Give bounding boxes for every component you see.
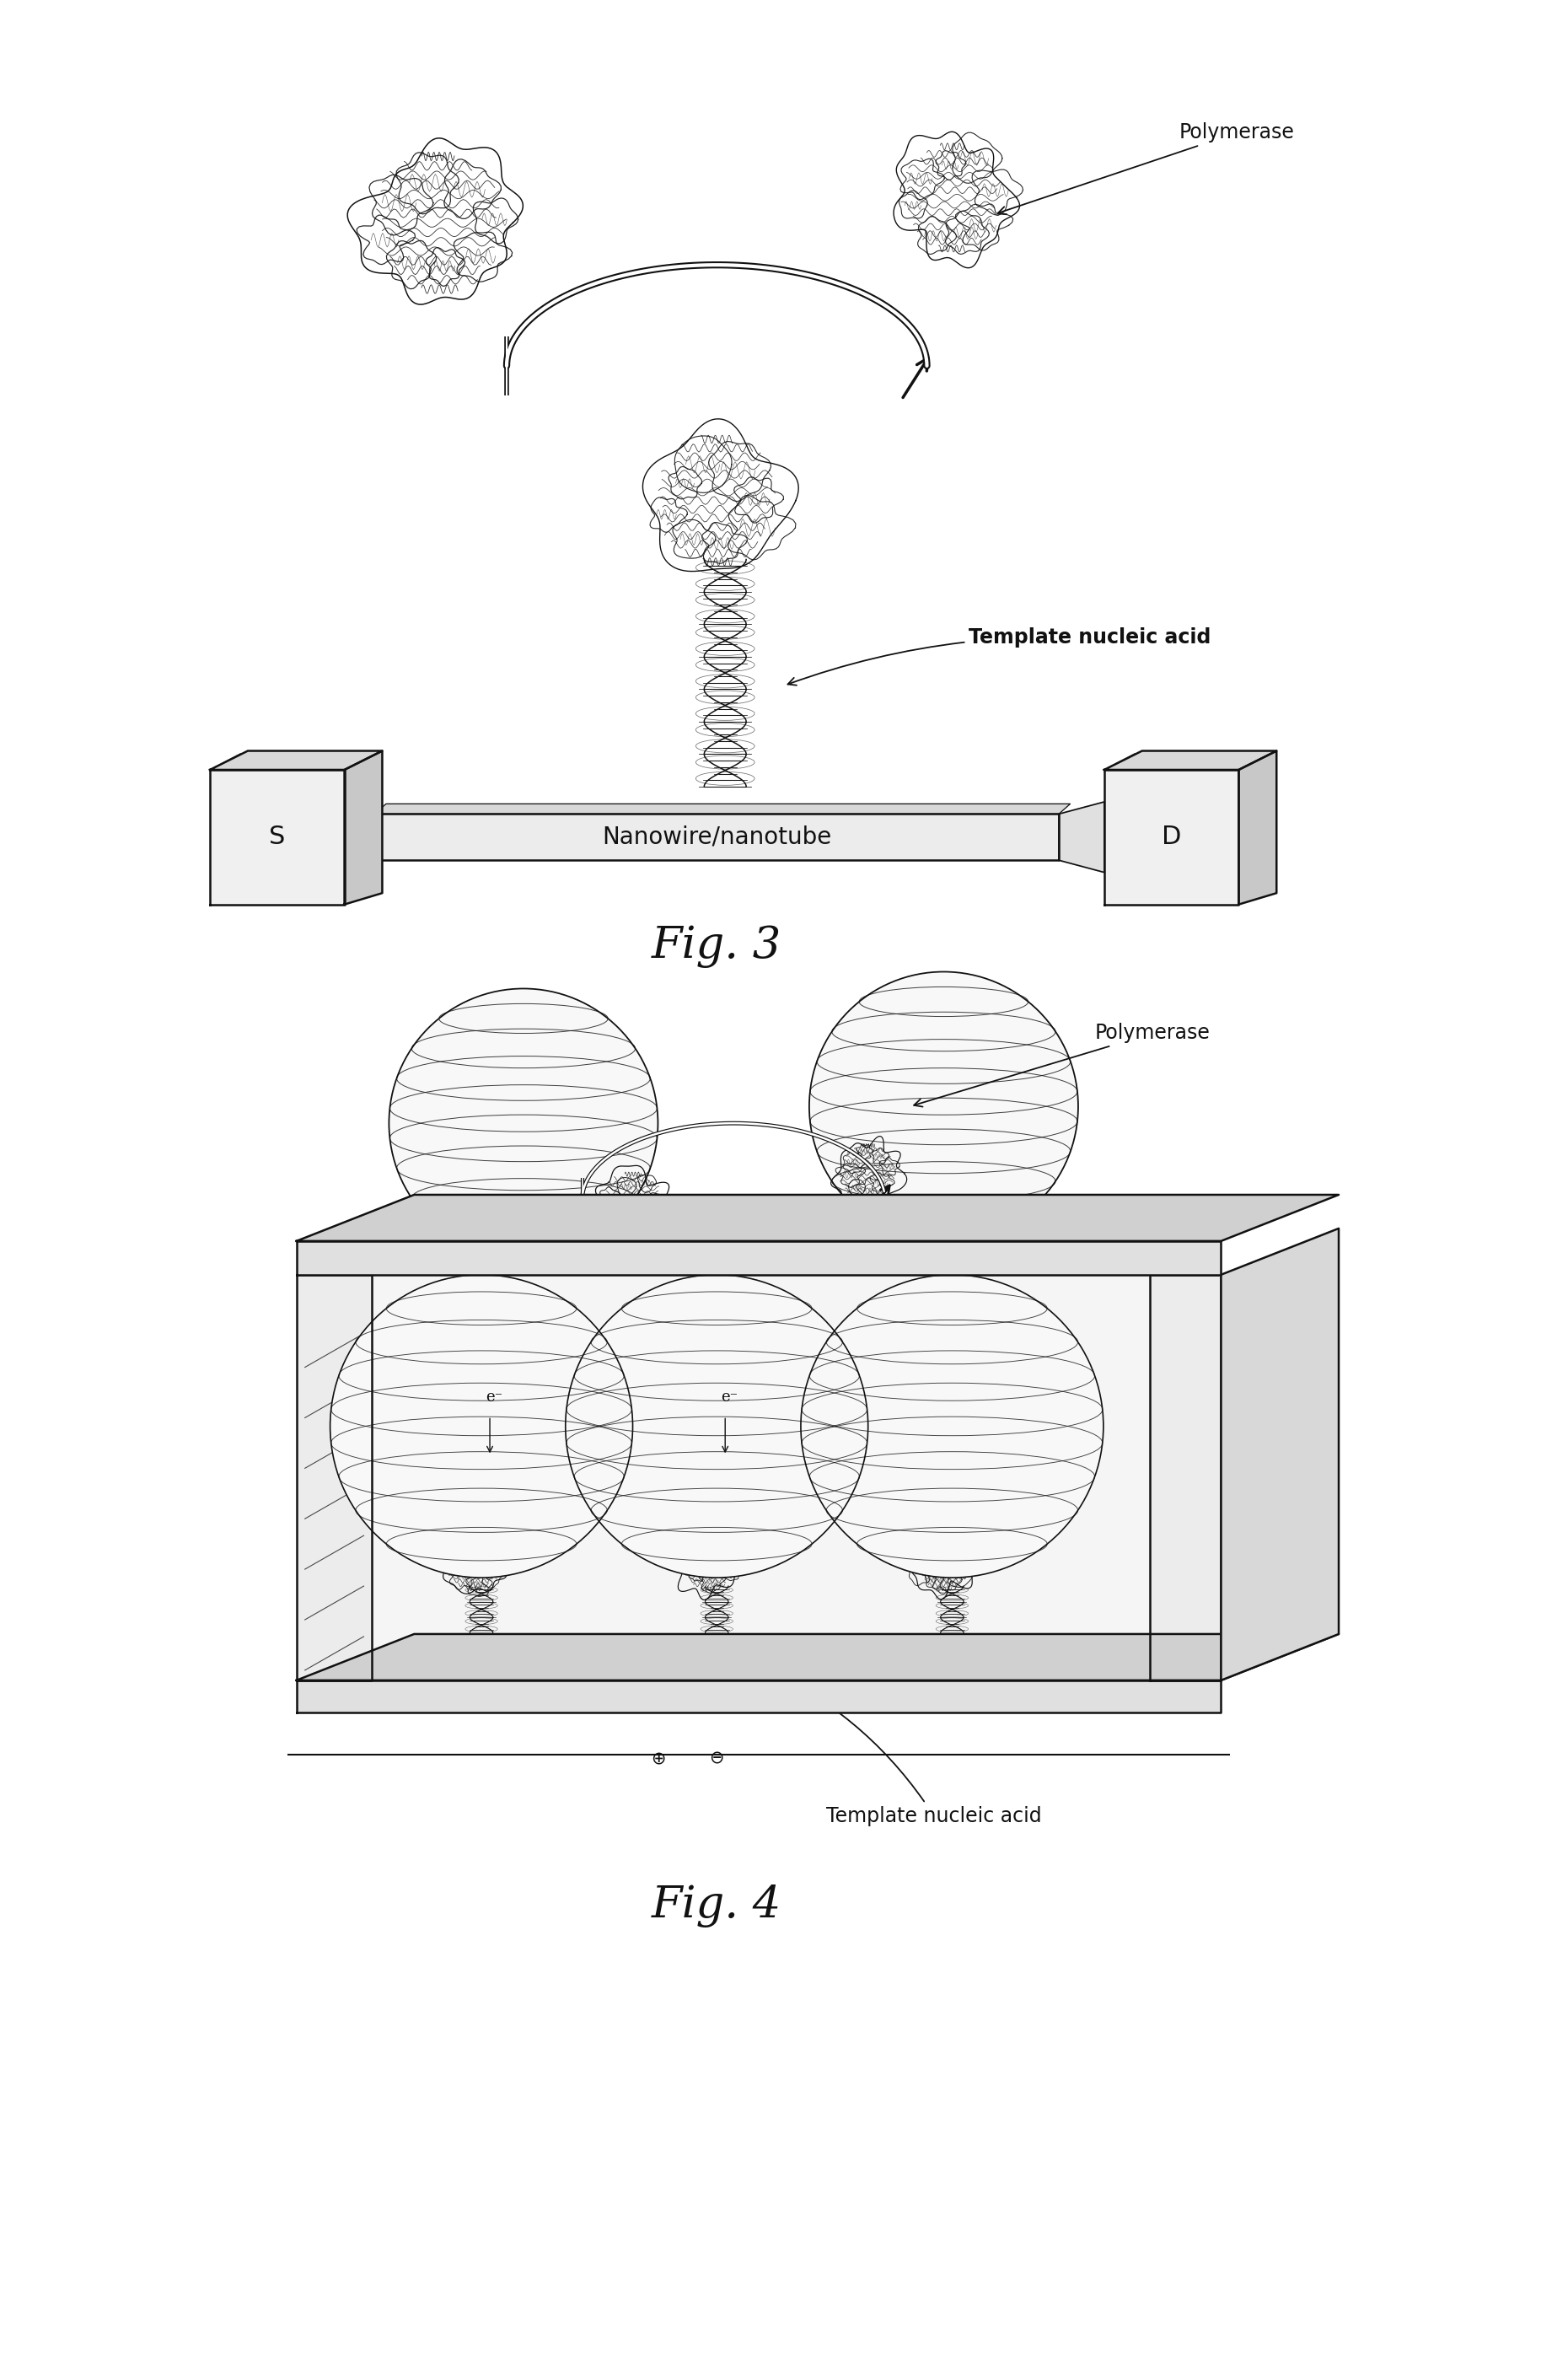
Text: Template nucleic acid: Template nucleic acid (787, 628, 1210, 685)
Polygon shape (375, 804, 1071, 813)
Text: Fig. 4: Fig. 4 (652, 1885, 782, 1928)
Text: Polymerase: Polymerase (914, 1022, 1210, 1107)
Polygon shape (345, 752, 383, 903)
Text: Nanowire/nanotube: Nanowire/nanotube (602, 825, 831, 849)
Text: Template nucleic acid: Template nucleic acid (762, 1667, 1041, 1826)
Polygon shape (210, 752, 383, 771)
Polygon shape (296, 1681, 1221, 1712)
Polygon shape (329, 801, 375, 873)
Polygon shape (1221, 1228, 1339, 1681)
Polygon shape (375, 813, 1058, 861)
Polygon shape (296, 1195, 1339, 1240)
Text: ⊕: ⊕ (651, 1750, 665, 1766)
Circle shape (801, 1276, 1104, 1577)
Polygon shape (1104, 752, 1276, 771)
Polygon shape (296, 1276, 372, 1681)
Circle shape (566, 1276, 869, 1577)
Polygon shape (1104, 771, 1239, 903)
Polygon shape (1058, 801, 1104, 873)
Text: S: S (270, 825, 285, 849)
Text: e⁻: e⁻ (721, 1389, 739, 1404)
Polygon shape (210, 771, 345, 903)
Text: ⊖: ⊖ (709, 1750, 724, 1766)
Polygon shape (296, 1240, 1221, 1276)
Polygon shape (1239, 752, 1276, 903)
Circle shape (331, 1276, 633, 1577)
Text: Polymerase: Polymerase (997, 123, 1295, 213)
Circle shape (809, 972, 1079, 1240)
Text: D: D (1162, 825, 1181, 849)
Text: e⁻: e⁻ (486, 1389, 502, 1404)
Polygon shape (372, 1276, 1149, 1683)
Text: Fig. 3: Fig. 3 (652, 925, 782, 967)
Polygon shape (296, 1634, 1339, 1681)
Polygon shape (1149, 1276, 1221, 1681)
Circle shape (389, 989, 659, 1259)
